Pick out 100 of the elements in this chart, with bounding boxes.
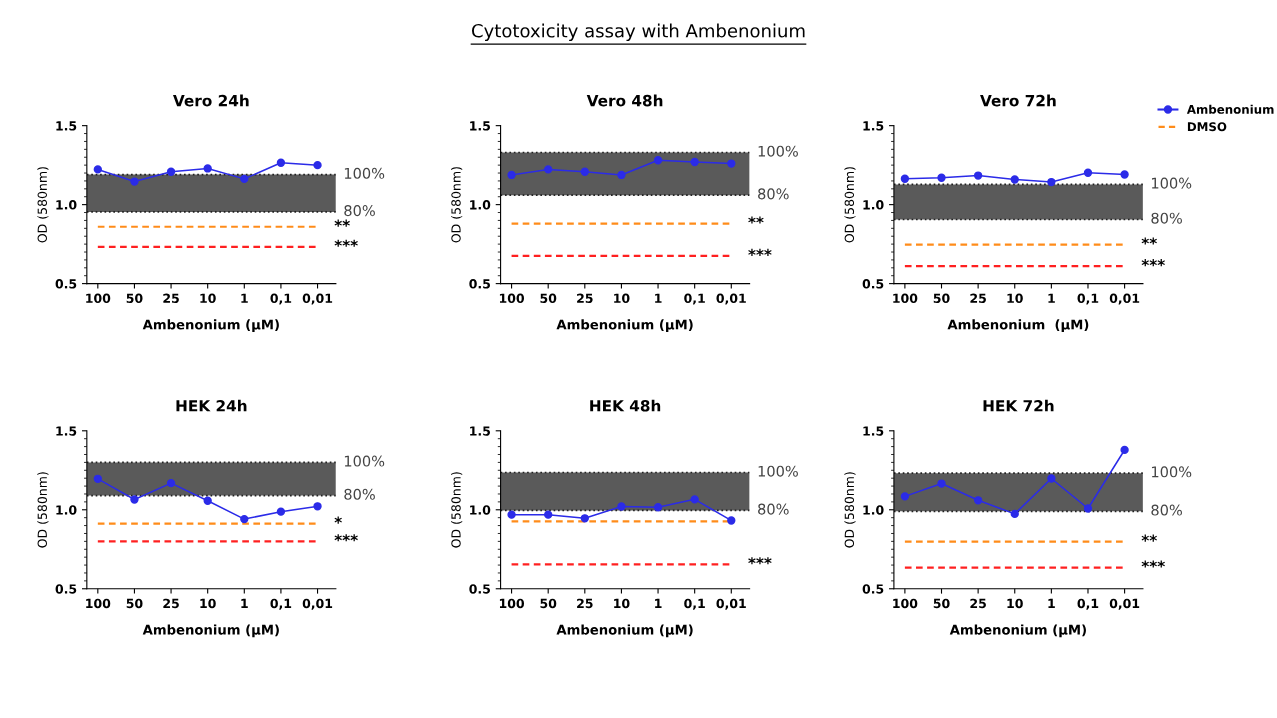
y-tick-label: 1.0 [470, 200, 491, 210]
legend-label: Ambenonium [1186, 104, 1274, 114]
y-tick-label: 1.0 [56, 505, 77, 515]
annotation: *** [334, 239, 358, 247]
x-tick-label: 100 [893, 293, 918, 304]
point [130, 495, 139, 504]
y-tick-label: 1.5 [470, 121, 490, 131]
point [507, 170, 516, 180]
legend-label: DMSO [1187, 122, 1227, 132]
point [93, 165, 102, 174]
x-tick-label: 10 [200, 598, 216, 609]
x-tick-label: 100 [893, 598, 918, 609]
y-tick-label: 1.5 [470, 426, 490, 436]
point [937, 479, 946, 488]
x-tick-label: 25 [970, 598, 986, 609]
y-axis-title: OD (580nm) [37, 472, 49, 548]
point [93, 474, 102, 483]
y-tick-label: 1.0 [56, 200, 77, 210]
y-tick-label: 0.5 [469, 279, 490, 289]
y-tick-label: 0.5 [55, 584, 77, 594]
chart-title: HEK 48h [590, 399, 661, 412]
x-tick-label: 0,01 [1109, 598, 1140, 610]
point [203, 496, 212, 505]
point [1083, 168, 1093, 177]
text: 80% [758, 188, 789, 200]
x-tick-label: 50 [126, 293, 143, 304]
text: 100% [344, 167, 385, 179]
point [580, 514, 589, 523]
annotation: ** [1141, 534, 1157, 542]
y-tick-label: 1.5 [863, 426, 884, 436]
point [900, 174, 910, 183]
x-tick-label: 50 [933, 598, 950, 609]
x-axis-title: Ambenonium (µM) [949, 624, 1086, 638]
text: 100% [758, 145, 798, 157]
x-tick-label: 0,1 [1077, 293, 1099, 305]
x-tick-label: 1 [655, 598, 662, 608]
x-axis-title: Ambenonium (µM) [142, 624, 279, 638]
x-axis-title: Ambenonium (µM) [556, 319, 693, 333]
point [973, 171, 983, 180]
point [313, 502, 322, 511]
point [580, 167, 589, 176]
y-tick-label: 1.5 [863, 121, 884, 131]
point [1010, 175, 1019, 184]
point [1083, 504, 1093, 513]
x-tick-label: 0,01 [302, 598, 333, 610]
point [1120, 170, 1129, 179]
point [690, 157, 699, 167]
point [1047, 474, 1056, 483]
point [690, 495, 699, 504]
point [727, 159, 736, 168]
annotation: ** [334, 219, 350, 227]
x-tick-label: 1 [1048, 293, 1055, 303]
x-tick-label: 0,01 [302, 293, 333, 305]
chart-title: Vero 72h [980, 94, 1056, 107]
point [653, 156, 663, 165]
annotation: ** [1141, 237, 1157, 245]
x-tick-label: 10 [614, 598, 630, 609]
x-tick-label: 25 [163, 598, 179, 609]
annotation: ** [748, 216, 764, 224]
point [507, 510, 516, 519]
point [240, 174, 249, 184]
x-tick-label: 50 [933, 293, 950, 304]
x-tick-label: 0,1 [270, 293, 292, 305]
point [276, 158, 286, 167]
y-axis-title: OD (580nm) [844, 472, 856, 548]
point [276, 507, 286, 516]
point [166, 167, 176, 176]
y-tick-label: 0.5 [55, 279, 77, 289]
text: 80% [1151, 504, 1182, 516]
text: 100% [758, 465, 798, 477]
point [544, 510, 553, 519]
annotation: *** [334, 534, 358, 542]
text: 100% [1151, 177, 1192, 189]
point [1120, 445, 1129, 455]
text: 80% [758, 503, 789, 515]
point [1010, 509, 1019, 519]
x-tick-label: 10 [614, 293, 630, 304]
point [544, 165, 553, 174]
text: 100% [344, 455, 385, 467]
point [937, 173, 946, 182]
x-tick-label: 50 [540, 598, 557, 609]
x-tick-label: 0,1 [684, 598, 705, 610]
x-tick-label: 0,1 [270, 598, 292, 610]
annotation: *** [1141, 259, 1165, 267]
x-tick-label: 100 [499, 293, 525, 304]
y-tick-label: 1.0 [863, 200, 884, 210]
y-axis-title: OD (580nm) [37, 167, 49, 243]
chart-title: HEK 72h [983, 399, 1054, 412]
chart-title: HEK 24h [176, 399, 247, 412]
x-tick-label: 50 [126, 598, 143, 609]
y-axis-title: OD (580nm) [451, 167, 463, 243]
point [313, 160, 322, 170]
y-tick-label: 1.5 [56, 121, 77, 131]
x-tick-label: 0,01 [716, 293, 746, 305]
point [130, 177, 139, 186]
x-tick-label: 25 [577, 598, 593, 609]
y-axis-title: OD (580nm) [844, 167, 856, 243]
y-tick-label: 0.5 [862, 279, 884, 289]
x-tick-label: 0,1 [1077, 598, 1099, 610]
point [727, 516, 736, 525]
